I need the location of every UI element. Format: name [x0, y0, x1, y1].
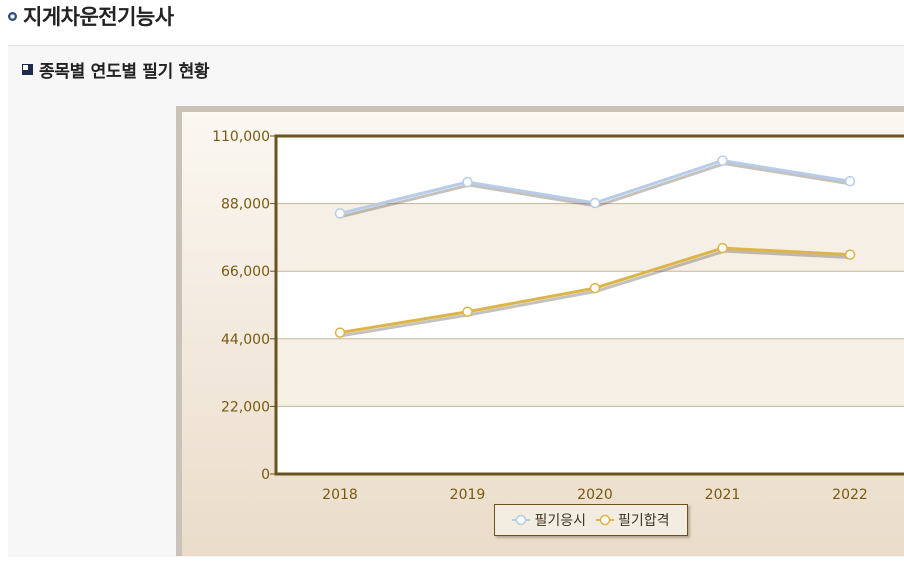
- chart-frame: 0 22,000 44,000 66,000 88,000 110,000 2018 2019…: [176, 106, 904, 556]
- legend-item-applicants[interactable]: 필기응시: [512, 510, 586, 530]
- page-header: 지게차운전기능사: [8, 0, 174, 32]
- data-point-applicants: [844, 175, 856, 187]
- x-tick-label: 2018: [322, 487, 358, 503]
- line-chart: 0 22,000 44,000 66,000 88,000 110,000 2018 2019…: [212, 129, 904, 503]
- title-bullet-icon: [8, 11, 17, 21]
- section-header: 종목별 연도별 필기 현황: [22, 56, 210, 82]
- section-bullet-icon: [22, 63, 33, 75]
- x-tick-label: 2020: [577, 487, 613, 503]
- y-tick-label: 44,000: [221, 332, 270, 348]
- x-tick-label: 2019: [450, 487, 486, 503]
- y-tick-label: 66,000: [221, 264, 270, 280]
- data-point-applicants: [717, 155, 728, 166]
- data-point-applicants: [462, 176, 473, 188]
- legend-label-passers: 필기합격: [618, 513, 670, 529]
- data-point-passers: [717, 242, 728, 254]
- plot-band: [276, 271, 904, 339]
- data-point-passers: [589, 282, 601, 294]
- plot-band: [276, 338, 904, 407]
- legend-marker-applicants-icon: [512, 514, 531, 526]
- section-title: 종목별 연도별 필기 현황: [39, 61, 210, 82]
- legend-marker-passers-icon: [596, 514, 614, 526]
- legend-item-passers[interactable]: 필기합격: [596, 510, 670, 530]
- page-title: 지게차운전기능사: [23, 5, 174, 29]
- x-tick-label: 2021: [705, 487, 741, 503]
- y-tick-label: 0: [261, 467, 270, 483]
- data-point-passers: [334, 327, 346, 338]
- legend-label-applicants: 필기응시: [534, 513, 586, 529]
- chart-legend: 필기응시 필기합격: [494, 504, 688, 536]
- y-tick-label: 88,000: [221, 197, 270, 213]
- x-tick-label: 2022: [832, 487, 868, 503]
- data-point-applicants: [334, 208, 346, 219]
- data-point-passers: [844, 249, 856, 260]
- data-point-passers: [462, 306, 473, 318]
- plot-band: [276, 136, 904, 204]
- plot-border: [274, 134, 904, 476]
- data-point-applicants: [589, 197, 601, 209]
- y-tick-label: 110,000: [212, 129, 270, 145]
- plot-band: [276, 406, 904, 474]
- plot-band: [276, 203, 904, 272]
- y-tick-label: 22,000: [221, 399, 270, 415]
